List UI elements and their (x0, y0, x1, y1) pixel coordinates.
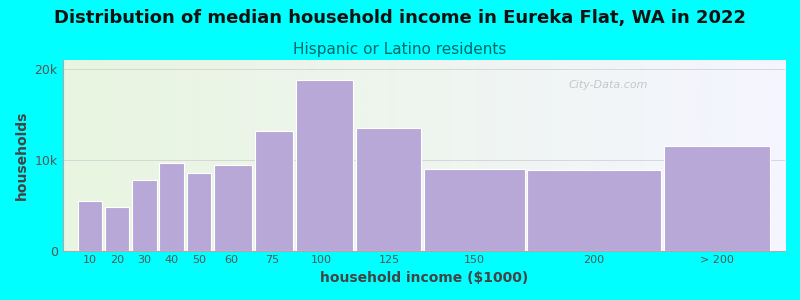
Bar (214, 165, 252, 250)
Bar (424, 169, 525, 250)
Text: Distribution of median household income in Eureka Flat, WA in 2022: Distribution of median household income … (54, 9, 746, 27)
Text: City-Data.com: City-Data.com (568, 80, 648, 90)
Bar (186, 173, 211, 250)
X-axis label: household income ($1000): household income ($1000) (320, 271, 528, 285)
Bar (78, 201, 102, 250)
Bar (527, 170, 661, 250)
Bar (159, 163, 184, 250)
Text: Hispanic or Latino residents: Hispanic or Latino residents (294, 42, 506, 57)
Bar (254, 131, 293, 250)
Y-axis label: households: households (15, 111, 29, 200)
Bar (296, 80, 353, 250)
Bar (132, 180, 157, 250)
Bar (105, 207, 130, 250)
Bar (356, 128, 421, 250)
Bar (664, 146, 770, 250)
